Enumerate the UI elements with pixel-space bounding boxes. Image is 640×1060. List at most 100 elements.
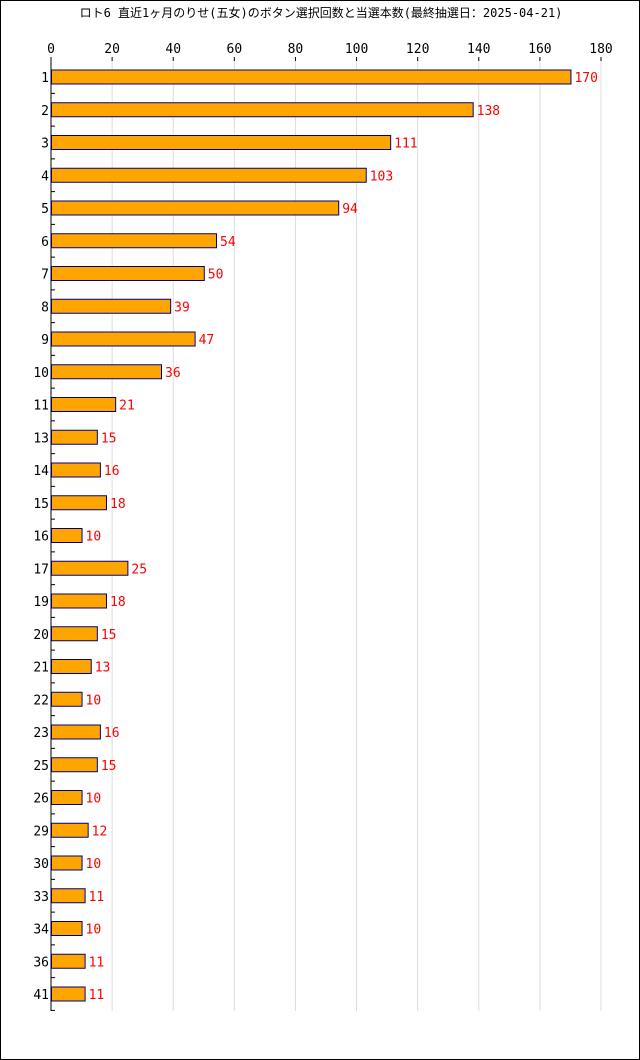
bar — [51, 888, 86, 904]
y-tick-label: 1 — [41, 71, 49, 86]
x-tick-label: 40 — [165, 42, 181, 57]
y-tick-label: 22 — [33, 693, 49, 708]
bar — [51, 364, 162, 380]
bar-value-label: 11 — [89, 955, 105, 970]
y-tick-label: 20 — [33, 628, 49, 643]
bar — [51, 102, 474, 118]
bar — [51, 855, 83, 871]
bar-value-label: 15 — [101, 431, 117, 446]
bar — [51, 953, 86, 969]
y-tick-label: 25 — [33, 759, 49, 774]
bar-value-label: 36 — [165, 366, 181, 381]
bar-value-label: 170 — [574, 71, 597, 86]
bar-value-label: 15 — [101, 628, 117, 643]
bar — [51, 495, 107, 511]
bar-value-label: 47 — [199, 333, 215, 348]
bar-value-label: 10 — [86, 792, 102, 807]
bar-value-label: 11 — [89, 988, 105, 1003]
bar-value-label: 25 — [131, 562, 147, 577]
bar-value-label: 15 — [101, 759, 117, 774]
bar-value-label: 138 — [477, 104, 500, 119]
bar-value-label: 10 — [86, 693, 102, 708]
bar — [51, 331, 196, 347]
bar-value-label: 11 — [89, 890, 105, 905]
y-tick-label: 6 — [41, 235, 49, 250]
bar — [51, 986, 86, 1002]
bar-value-label: 103 — [370, 169, 393, 184]
bar — [51, 397, 117, 412]
bar — [51, 233, 217, 249]
bar — [51, 724, 101, 740]
x-tick-label: 140 — [467, 42, 490, 57]
bar — [51, 528, 83, 543]
bar — [51, 921, 83, 936]
y-tick-label: 14 — [33, 464, 49, 479]
bar — [51, 560, 129, 576]
bar — [51, 200, 340, 216]
bar-value-label: 18 — [110, 595, 126, 610]
x-tick-label: 100 — [345, 42, 368, 57]
bar — [51, 135, 392, 150]
y-tick-label: 13 — [33, 431, 49, 446]
y-tick-label: 19 — [33, 595, 49, 610]
bar-value-label: 111 — [394, 137, 417, 152]
bar — [51, 659, 92, 674]
bar — [51, 429, 98, 445]
y-tick-label: 2 — [41, 104, 49, 119]
y-tick-label: 16 — [33, 530, 49, 545]
y-tick-label: 23 — [33, 726, 49, 741]
x-tick-label: 180 — [589, 42, 612, 57]
y-tick-label: 8 — [41, 300, 49, 315]
y-tick-label: 5 — [41, 202, 49, 217]
y-tick-label: 3 — [41, 137, 49, 152]
bar-value-label: 10 — [86, 923, 102, 938]
bar — [51, 790, 83, 805]
y-tick-label: 7 — [41, 268, 49, 283]
x-tick-label: 80 — [288, 42, 304, 57]
y-tick-label: 21 — [33, 661, 49, 676]
bar-value-label: 54 — [220, 235, 236, 250]
bar-value-label: 12 — [92, 824, 108, 839]
y-tick-label: 26 — [33, 792, 49, 807]
bar-value-label: 21 — [119, 399, 135, 414]
bar — [51, 593, 107, 609]
x-tick-label: 20 — [104, 42, 120, 57]
y-tick-label: 9 — [41, 333, 49, 348]
bar-value-label: 18 — [110, 497, 126, 512]
bar-value-label: 50 — [208, 268, 224, 283]
bar-value-label: 10 — [86, 857, 102, 872]
bar — [51, 298, 172, 314]
y-tick-label: 4 — [41, 169, 49, 184]
x-tick-label: 60 — [227, 42, 243, 57]
y-tick-label: 15 — [33, 497, 49, 512]
x-tick-label: 0 — [47, 42, 55, 57]
y-tick-label: 29 — [33, 824, 49, 839]
bar — [51, 462, 101, 478]
bar-value-label: 39 — [174, 300, 190, 315]
y-tick-label: 30 — [33, 857, 49, 872]
bar-value-label: 94 — [342, 202, 358, 217]
y-tick-label: 10 — [33, 366, 49, 381]
chart-title: ロト6 直近1ヶ月のりせ(五女)のボタン選択回数と当選本数(最終抽選日：2025… — [79, 6, 563, 20]
x-tick-label: 160 — [528, 42, 551, 57]
bar-value-label: 13 — [95, 661, 111, 676]
y-tick-label: 41 — [33, 988, 49, 1003]
y-tick-label: 34 — [33, 923, 49, 938]
bar-value-label: 10 — [86, 530, 102, 545]
y-tick-label: 17 — [33, 562, 49, 577]
bar — [51, 822, 89, 838]
y-tick-label: 36 — [33, 955, 49, 970]
bar — [51, 757, 98, 773]
y-tick-label: 11 — [33, 399, 49, 414]
bar-value-label: 16 — [104, 464, 120, 479]
x-tick-label: 120 — [406, 42, 429, 57]
bar-value-label: 16 — [104, 726, 120, 741]
bar — [51, 266, 205, 281]
bar — [51, 167, 367, 183]
bar — [51, 69, 572, 85]
bar — [51, 691, 83, 707]
y-tick-label: 33 — [33, 890, 49, 905]
bar — [51, 626, 98, 642]
